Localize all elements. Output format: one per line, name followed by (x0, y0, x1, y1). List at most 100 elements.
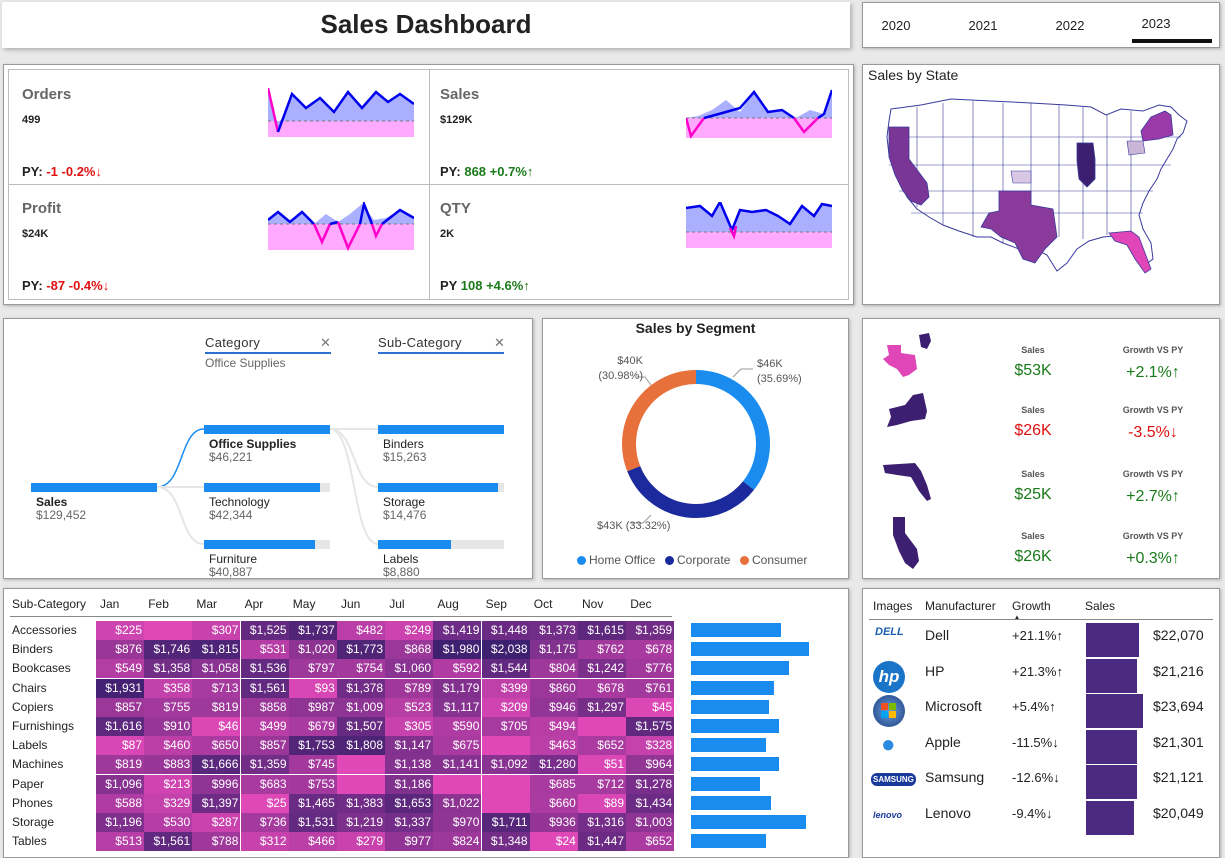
heatmap-cell[interactable]: $1,186 (385, 774, 434, 794)
heatmap-cell[interactable]: $996 (192, 774, 241, 794)
row-total-bar[interactable] (691, 776, 760, 791)
heatmap-cell[interactable]: $93 (288, 678, 337, 698)
heatmap-cell[interactable]: $946 (529, 697, 578, 717)
heatmap-cell[interactable]: $1,096 (96, 774, 144, 794)
heatmap-cell[interactable]: $1,465 (288, 793, 337, 813)
heatmap-cell[interactable] (578, 717, 626, 736)
state-florida[interactable] (1108, 230, 1152, 274)
row-total-bar[interactable] (691, 834, 766, 849)
heatmap-cell[interactable]: $1,808 (337, 736, 385, 756)
heatmap-cell[interactable]: $1,297 (578, 697, 626, 717)
heatmap-cell[interactable]: $776 (626, 659, 675, 679)
heatmap-cell[interactable]: $590 (433, 717, 482, 736)
year-tab-2020[interactable]: 2020 (881, 18, 911, 33)
state-new-york[interactable] (1140, 110, 1174, 142)
heatmap-cell[interactable]: $1,653 (385, 793, 434, 813)
heatmap-cell[interactable]: $328 (626, 736, 675, 756)
heatmap-cell[interactable]: $755 (144, 697, 193, 717)
heatmap-cell[interactable]: $685 (529, 774, 578, 794)
donut-chart[interactable] (543, 319, 850, 580)
heatmap-cell[interactable]: $279 (337, 832, 385, 852)
heatmap-cell[interactable]: $745 (288, 755, 337, 775)
heatmap-cell[interactable]: $753 (288, 774, 337, 794)
heatmap-cell[interactable]: $1,378 (337, 678, 385, 698)
heatmap-cell[interactable]: $652 (626, 832, 675, 852)
heatmap-cell[interactable]: $1,447 (578, 832, 626, 852)
heatmap-cell[interactable]: $1,092 (481, 755, 530, 775)
heatmap-cell[interactable]: $1,536 (240, 659, 289, 679)
heatmap-cell[interactable]: $712 (578, 774, 626, 794)
heatmap-cell[interactable]: $876 (96, 640, 144, 660)
heatmap-cell[interactable]: $549 (96, 659, 144, 679)
heatmap-cell[interactable] (337, 755, 385, 775)
legend-home-office[interactable]: Home Office (577, 553, 655, 567)
heatmap-cell[interactable] (144, 621, 193, 640)
heatmap-cell[interactable]: $1,434 (626, 793, 675, 813)
heatmap-cell[interactable]: $936 (529, 813, 578, 832)
heatmap-cell[interactable] (481, 774, 530, 794)
heatmap-cell[interactable]: $1,711 (481, 813, 530, 832)
heatmap-cell[interactable]: $761 (626, 678, 675, 698)
heatmap-cell[interactable]: $1,138 (385, 755, 434, 775)
heatmap-cell[interactable]: $858 (240, 697, 289, 717)
header-growth[interactable]: Growth (1012, 599, 1051, 613)
heatmap-cell[interactable]: $1,616 (96, 717, 144, 736)
donut-slice-corporate[interactable] (627, 465, 755, 518)
heatmap-cell[interactable]: $678 (578, 678, 626, 698)
heatmap-cell[interactable]: $213 (144, 774, 193, 794)
heatmap-cell[interactable]: $329 (144, 793, 193, 813)
heatmap-cell[interactable]: $482 (337, 621, 385, 640)
heatmap-cell[interactable]: $857 (240, 736, 289, 756)
heatmap-cell[interactable]: $1,219 (337, 813, 385, 832)
heatmap-cell[interactable]: $1,147 (385, 736, 434, 756)
heatmap-cell[interactable]: $307 (192, 621, 241, 640)
heatmap-cell[interactable]: $1,003 (626, 813, 675, 832)
heatmap-cell[interactable]: $910 (144, 717, 193, 736)
donut-slice-consumer[interactable] (622, 370, 697, 472)
heatmap-cell[interactable]: $1,666 (192, 755, 241, 775)
heatmap-cell[interactable]: $736 (240, 813, 289, 832)
heatmap-cell[interactable]: $89 (578, 793, 626, 813)
heatmap-cell[interactable]: $358 (144, 678, 193, 698)
heatmap-cell[interactable]: $650 (192, 736, 241, 756)
year-tab-2022[interactable]: 2022 (1055, 18, 1085, 33)
heatmap-cell[interactable]: $1,773 (337, 640, 385, 660)
year-tab-2021[interactable]: 2021 (968, 18, 998, 33)
heatmap-cell[interactable]: $1,280 (529, 755, 578, 775)
heatmap-cell[interactable]: $466 (288, 832, 337, 852)
heatmap-cell[interactable]: $1,746 (144, 640, 193, 660)
heatmap-cell[interactable]: $1,020 (288, 640, 337, 660)
heatmap-cell[interactable]: $713 (192, 678, 241, 698)
heatmap-cell[interactable]: $1,575 (626, 717, 675, 736)
heatmap-cell[interactable]: $868 (385, 640, 434, 660)
heatmap-cell[interactable]: $797 (288, 659, 337, 679)
heatmap-cell[interactable]: $789 (385, 678, 434, 698)
row-total-bar[interactable] (691, 680, 774, 695)
heatmap-cell[interactable]: $883 (144, 755, 193, 775)
sales-by-state-map[interactable]: Sales by State (862, 64, 1220, 305)
heatmap-cell[interactable]: $1,561 (144, 832, 193, 852)
heatmap-cell[interactable]: $1,544 (481, 659, 530, 679)
heatmap-cell[interactable]: $287 (192, 813, 241, 832)
heatmap-cell[interactable]: $87 (96, 736, 144, 756)
heatmap-cell[interactable]: $970 (433, 813, 482, 832)
heatmap-cell[interactable]: $1,179 (433, 678, 482, 698)
header-manufacturer[interactable]: Manufacturer (925, 599, 996, 613)
heatmap-cell[interactable]: $1,278 (626, 774, 675, 794)
heatmap-cell[interactable]: $964 (626, 755, 675, 775)
heatmap-cell[interactable]: $305 (385, 717, 434, 736)
row-total-bar[interactable] (691, 699, 769, 714)
heatmap-cell[interactable]: $588 (96, 793, 144, 813)
heatmap-cell[interactable]: $1,383 (337, 793, 385, 813)
close-icon[interactable]: ✕ (320, 335, 331, 350)
heatmap-cell[interactable]: $513 (96, 832, 144, 852)
heatmap-cell[interactable]: $1,316 (578, 813, 626, 832)
year-tab-2023[interactable]: 2023 (1141, 16, 1171, 31)
heatmap-cell[interactable]: $1,348 (481, 832, 530, 852)
heatmap-cell[interactable]: $531 (240, 640, 289, 660)
heatmap-cell[interactable]: $1,060 (385, 659, 434, 679)
heatmap-cell[interactable]: $1,337 (385, 813, 434, 832)
heatmap-cell[interactable]: $1,815 (192, 640, 241, 660)
heatmap-cell[interactable] (481, 736, 530, 756)
heatmap-cell[interactable]: $399 (481, 678, 530, 698)
